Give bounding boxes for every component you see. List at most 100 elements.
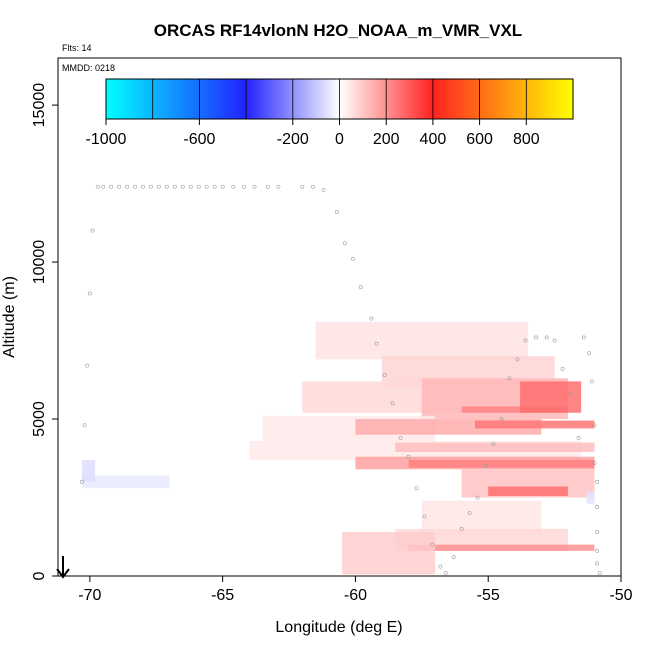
- track-point: [220, 184, 225, 189]
- track-point: [475, 495, 480, 500]
- x-axis: -70 -65 -60 -55 -50: [78, 576, 633, 604]
- x-tick-label: -60: [344, 587, 367, 604]
- track-point: [507, 376, 512, 381]
- track-point: [544, 335, 549, 340]
- track-point: [398, 435, 403, 440]
- heatmap-cell: [81, 475, 170, 489]
- track-point: [595, 530, 599, 534]
- heatmap-cell: [408, 544, 595, 551]
- track-point: [592, 461, 597, 465]
- flights-label: Flts: 14: [62, 43, 92, 53]
- heatmap-cell: [395, 442, 595, 452]
- colorbar-tick-label: 0: [335, 131, 344, 148]
- track-point: [87, 291, 92, 296]
- track-point: [300, 184, 305, 189]
- heatmap-cell: [81, 459, 96, 482]
- track-point: [595, 505, 599, 509]
- colorbar-tick-label: 400: [420, 131, 447, 148]
- track-point: [483, 464, 488, 469]
- plot-frame: [57, 57, 622, 577]
- track-point: [595, 548, 599, 553]
- track-point: [560, 366, 565, 371]
- track-point: [196, 184, 201, 189]
- track-point: [491, 442, 496, 447]
- track-point: [90, 228, 95, 233]
- track-point: [576, 435, 581, 440]
- track-point: [172, 184, 177, 189]
- track-point: [430, 542, 435, 547]
- x-tick-label: -50: [609, 587, 632, 604]
- y-tick-label: 10000: [31, 240, 48, 285]
- colorbar-tick-label: -600: [183, 131, 215, 148]
- track-point: [252, 184, 257, 189]
- track-point: [534, 335, 538, 340]
- track-point: [321, 187, 326, 192]
- colorbar-tick-label: 200: [373, 131, 400, 148]
- colorbar-tick-label: 800: [513, 131, 540, 148]
- track-point: [369, 316, 374, 321]
- date-label: MMDD: 0218: [62, 63, 115, 73]
- track-point: [188, 184, 193, 189]
- heatmap-cell: [342, 532, 436, 575]
- track-point: [117, 184, 121, 189]
- track-point: [82, 423, 87, 428]
- track-point: [467, 511, 472, 516]
- track-point: [459, 527, 464, 531]
- track-point: [231, 184, 236, 189]
- x-tick-label: -55: [477, 587, 500, 604]
- track-point: [85, 363, 90, 368]
- colorbar-ticks: -1000 -600 -200 0 200 400 600 800: [86, 119, 540, 148]
- track-point: [552, 338, 557, 343]
- track-point: [164, 184, 169, 189]
- track-point: [109, 184, 114, 189]
- heatmap-cells: [81, 321, 595, 575]
- track-point: [212, 184, 217, 189]
- colorbar-tick-label: -200: [277, 131, 309, 148]
- colorbar-tick-label: 600: [466, 131, 493, 148]
- track-point: [125, 184, 129, 189]
- track-point: [581, 335, 586, 340]
- track-point: [568, 392, 573, 396]
- track-point: [358, 285, 363, 290]
- heatmap-cell: [408, 459, 595, 468]
- track-point: [382, 373, 387, 377]
- track-point: [180, 184, 185, 189]
- track-point: [592, 423, 597, 428]
- track-point: [597, 570, 602, 575]
- track-point: [595, 561, 599, 566]
- track-point: [276, 184, 281, 189]
- direction-arrow: [56, 556, 70, 579]
- track-point: [204, 184, 209, 189]
- track-point: [241, 184, 246, 189]
- track-point: [515, 357, 520, 362]
- track-point: [80, 479, 84, 484]
- track-point: [438, 564, 443, 569]
- x-tick-label: -65: [211, 587, 234, 604]
- heatmap-cell: [488, 486, 568, 496]
- track-point: [334, 209, 339, 214]
- colorbar-dividers: [152, 79, 527, 119]
- y-tick-label: 0: [31, 571, 48, 580]
- track-point: [133, 184, 137, 189]
- track-point: [406, 454, 411, 459]
- track-point: [587, 351, 592, 356]
- track-point: [374, 341, 379, 346]
- heatmap-cell: [474, 420, 595, 429]
- track-point: [414, 486, 419, 490]
- y-axis: 0 5000 10000 15000: [31, 83, 58, 580]
- y-axis-label: Altitude (m): [1, 276, 18, 358]
- chart-title: ORCAS RF14vlonN H2O_NOAA_m_VMR_VXL: [154, 21, 522, 40]
- track-point: [149, 184, 153, 189]
- y-tick-label: 15000: [31, 83, 48, 128]
- heatmap-cell: [461, 406, 568, 413]
- colorbar: -1000 -600 -200 0 200 400 600 800: [86, 78, 574, 148]
- track-point: [95, 184, 100, 189]
- heatmap-cell: [315, 321, 529, 360]
- track-point: [443, 570, 448, 575]
- track-point: [350, 257, 355, 261]
- heatmap-cell: [520, 381, 582, 413]
- x-axis-label: Longitude (deg E): [275, 619, 402, 636]
- x-tick-label: -70: [78, 587, 101, 604]
- track-point: [101, 184, 106, 189]
